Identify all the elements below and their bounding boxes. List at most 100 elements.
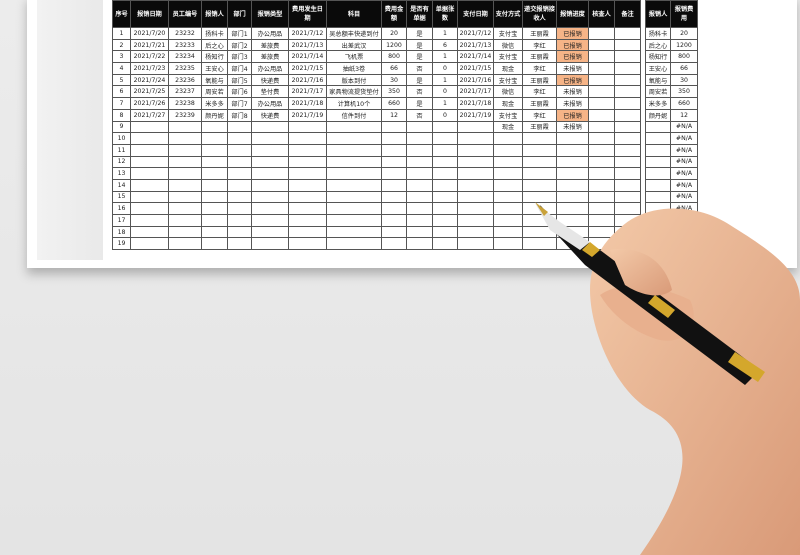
table-cell[interactable]: 800 — [381, 50, 407, 64]
table-cell[interactable] — [432, 143, 458, 157]
table-cell[interactable]: 扬科卡 — [201, 27, 228, 40]
table-cell[interactable]: 王丽霞 — [522, 73, 557, 87]
table-cell[interactable] — [130, 190, 169, 204]
table-cell[interactable] — [432, 120, 458, 134]
table-cell[interactable] — [432, 237, 458, 251]
table-cell[interactable] — [406, 214, 433, 227]
table-cell[interactable]: 后之心 — [645, 38, 671, 52]
table-cell[interactable] — [493, 155, 523, 169]
table-cell[interactable] — [645, 214, 671, 227]
table-cell[interactable]: 已报销 — [556, 50, 589, 64]
table-cell[interactable] — [201, 132, 228, 145]
table-cell[interactable]: 吴总额丰快递到付 — [326, 27, 382, 40]
table-cell[interactable]: 23235 — [168, 62, 202, 75]
table-cell[interactable]: 部门6 — [227, 85, 252, 99]
table-cell[interactable] — [406, 155, 433, 169]
table-cell[interactable] — [457, 178, 494, 192]
column-header[interactable]: 备注 — [614, 0, 641, 28]
table-cell[interactable] — [614, 50, 641, 64]
table-cell[interactable]: 差旅费 — [251, 38, 289, 52]
table-cell[interactable] — [493, 190, 523, 204]
table-cell[interactable]: 15 — [112, 190, 131, 204]
table-cell[interactable]: 350 — [381, 85, 407, 99]
table-cell[interactable] — [406, 190, 433, 204]
table-cell[interactable]: 20 — [381, 27, 407, 40]
table-cell[interactable] — [288, 178, 327, 192]
table-cell[interactable]: 2021/7/25 — [130, 85, 169, 99]
table-cell[interactable] — [288, 155, 327, 169]
table-cell[interactable]: 2021/7/21 — [130, 38, 169, 52]
table-cell[interactable]: 23232 — [168, 27, 202, 40]
table-cell[interactable] — [326, 214, 382, 227]
table-cell[interactable] — [201, 190, 228, 204]
table-cell[interactable]: 16 — [112, 202, 131, 215]
table-cell[interactable]: 王丽霞 — [522, 120, 557, 134]
table-cell[interactable] — [201, 155, 228, 169]
table-cell[interactable]: 14 — [112, 178, 131, 192]
table-cell[interactable] — [201, 178, 228, 192]
table-cell[interactable]: 支付宝 — [493, 27, 523, 40]
table-cell[interactable] — [251, 143, 289, 157]
column-header[interactable]: 是否有单据 — [406, 0, 433, 28]
table-cell[interactable]: 1 — [432, 27, 458, 40]
table-cell[interactable]: 800 — [670, 50, 698, 64]
table-cell[interactable] — [588, 50, 615, 64]
table-cell[interactable] — [326, 132, 382, 145]
table-cell[interactable] — [168, 225, 202, 239]
table-cell[interactable]: #N/A — [670, 155, 698, 169]
table-cell[interactable]: 2021/7/13 — [457, 38, 494, 52]
table-cell[interactable] — [614, 178, 641, 192]
table-cell[interactable]: 后之心 — [201, 38, 228, 52]
table-cell[interactable] — [522, 237, 557, 251]
table-cell[interactable] — [522, 190, 557, 204]
table-cell[interactable] — [326, 167, 382, 180]
column-header[interactable]: 报销人 — [645, 0, 671, 28]
table-cell[interactable]: 2021/7/19 — [457, 108, 494, 122]
table-cell[interactable] — [645, 190, 671, 204]
table-cell[interactable]: #N/A — [670, 190, 698, 204]
table-cell[interactable]: 支付宝 — [493, 73, 523, 87]
table-cell[interactable]: 8 — [112, 108, 131, 122]
table-cell[interactable]: 未报销 — [556, 85, 589, 99]
table-cell[interactable] — [457, 167, 494, 180]
table-cell[interactable]: #N/A — [670, 167, 698, 180]
table-cell[interactable] — [588, 62, 615, 75]
table-cell[interactable] — [457, 225, 494, 239]
table-cell[interactable] — [614, 73, 641, 87]
table-cell[interactable]: 李红 — [522, 62, 557, 75]
table-cell[interactable]: 6 — [112, 85, 131, 99]
table-cell[interactable]: 2021/7/14 — [457, 50, 494, 64]
table-cell[interactable] — [381, 190, 407, 204]
table-cell[interactable] — [227, 202, 252, 215]
table-cell[interactable] — [614, 132, 641, 145]
table-cell[interactable]: 现金 — [493, 62, 523, 75]
table-cell[interactable]: 23237 — [168, 85, 202, 99]
table-cell[interactable]: 23234 — [168, 50, 202, 64]
table-cell[interactable] — [130, 225, 169, 239]
table-cell[interactable] — [288, 202, 327, 215]
table-cell[interactable]: 家具物流提货垫付 — [326, 85, 382, 99]
table-cell[interactable] — [168, 132, 202, 145]
table-cell[interactable] — [381, 225, 407, 239]
table-cell[interactable] — [614, 85, 641, 99]
table-cell[interactable] — [251, 155, 289, 169]
table-cell[interactable]: 12 — [381, 108, 407, 122]
table-cell[interactable] — [432, 155, 458, 169]
table-cell[interactable] — [251, 167, 289, 180]
table-cell[interactable]: 3 — [112, 50, 131, 64]
table-cell[interactable]: 周安若 — [201, 85, 228, 99]
table-cell[interactable] — [588, 27, 615, 40]
table-cell[interactable] — [168, 167, 202, 180]
column-header[interactable]: 部门 — [227, 0, 252, 28]
table-cell[interactable] — [288, 214, 327, 227]
table-cell[interactable]: 王安心 — [201, 62, 228, 75]
table-cell[interactable] — [201, 202, 228, 215]
table-cell[interactable]: 2021/7/22 — [130, 50, 169, 64]
table-cell[interactable]: 飞机票 — [326, 50, 382, 64]
table-cell[interactable] — [381, 143, 407, 157]
table-cell[interactable] — [556, 190, 589, 204]
table-cell[interactable] — [251, 225, 289, 239]
table-cell[interactable] — [130, 214, 169, 227]
column-header[interactable]: 核查人 — [588, 0, 615, 28]
table-cell[interactable] — [588, 108, 615, 122]
